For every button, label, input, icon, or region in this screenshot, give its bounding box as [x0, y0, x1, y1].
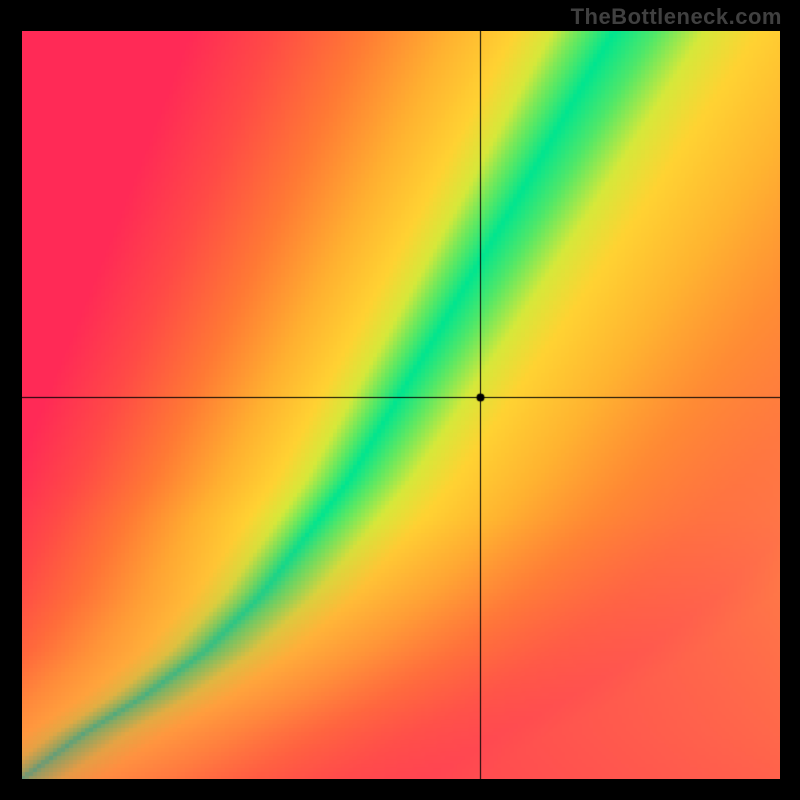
plot-frame [21, 30, 781, 780]
chart-container: TheBottleneck.com [0, 0, 800, 800]
watermark-text: TheBottleneck.com [571, 4, 782, 30]
